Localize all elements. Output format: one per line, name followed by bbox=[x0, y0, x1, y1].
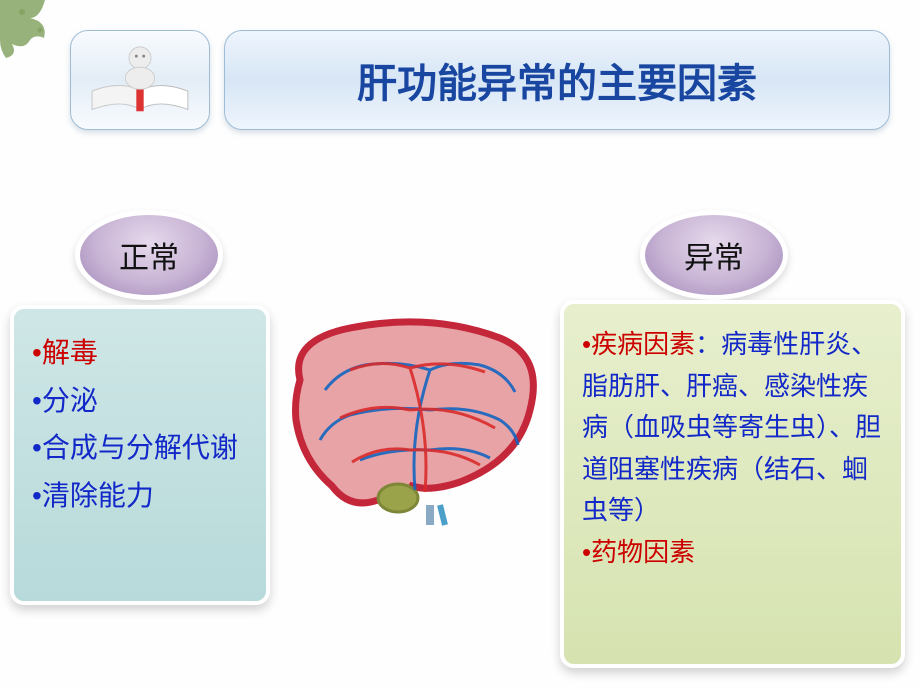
list-item: •清除能力 bbox=[32, 472, 248, 520]
header-row: 肝功能异常的主要因素 bbox=[70, 30, 890, 130]
abnormal-factors-box: •疾病因素：病毒性肝炎、脂肪肝、肝癌、感染性疾病（血吸虫等寄生虫）、胆道阻塞性疾… bbox=[560, 300, 905, 668]
list-item: •解毒 bbox=[32, 329, 248, 377]
item-lead: 疾病因素 bbox=[591, 329, 695, 359]
bullet-icon: • bbox=[32, 337, 42, 368]
badge-normal: 正常 bbox=[75, 210, 223, 300]
list-item: •疾病因素：病毒性肝炎、脂肪肝、肝癌、感染性疾病（血吸虫等寄生虫）、胆道阻塞性疾… bbox=[582, 324, 883, 532]
item-text: 清除能力 bbox=[42, 480, 154, 511]
book-figure-icon bbox=[75, 34, 205, 126]
bullet-icon: • bbox=[32, 432, 42, 463]
list-item: •药物因素 bbox=[582, 532, 883, 574]
corner-decoration bbox=[0, 0, 80, 80]
normal-functions-box: •解毒 •分泌 •合成与分解代谢 •清除能力 bbox=[10, 305, 270, 605]
item-text: 分泌 bbox=[42, 385, 98, 416]
bullet-icon: • bbox=[582, 329, 591, 359]
header-icon-card bbox=[70, 30, 210, 130]
list-item: •分泌 bbox=[32, 377, 248, 425]
badge-abnormal: 异常 bbox=[640, 210, 788, 300]
liver-illustration bbox=[280, 310, 550, 530]
page-title: 肝功能异常的主要因素 bbox=[224, 30, 890, 130]
list-item: •合成与分解代谢 bbox=[32, 424, 248, 472]
bullet-icon: • bbox=[32, 385, 42, 416]
bullet-icon: • bbox=[32, 480, 42, 511]
item-text: 解毒 bbox=[42, 337, 98, 368]
bullet-icon: • bbox=[582, 537, 591, 567]
item-text: 合成与分解代谢 bbox=[42, 432, 238, 463]
item-lead: 药物因素 bbox=[591, 537, 695, 567]
